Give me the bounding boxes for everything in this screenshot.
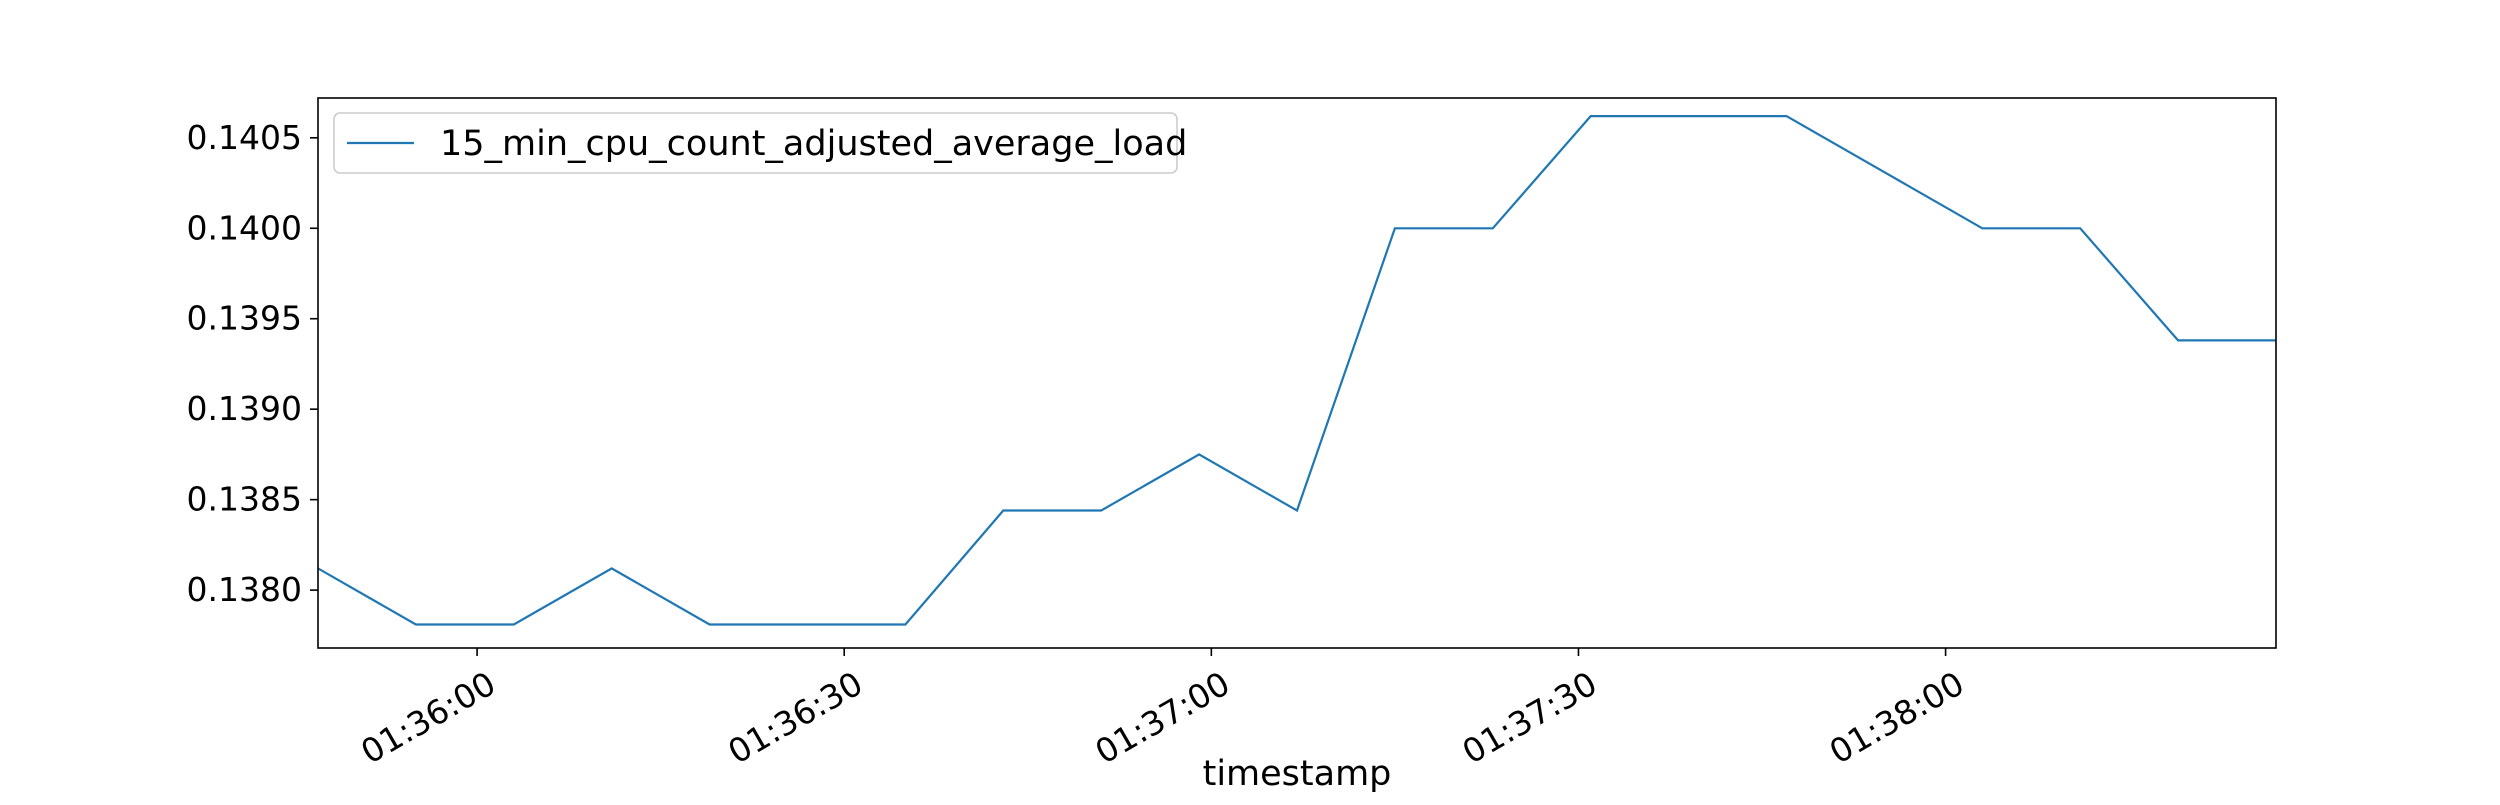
y-tick-label: 0.1400: [187, 208, 302, 247]
y-tick-label: 0.1385: [187, 480, 302, 519]
plot-frame: [317, 97, 2277, 649]
legend-box: [333, 112, 1178, 174]
series-line: [318, 114, 2276, 626]
y-tick-label: 0.1380: [187, 570, 302, 609]
series-layer: [318, 114, 2276, 626]
legend-label: 15_min_cpu_count_adjusted_average_load: [440, 124, 1187, 164]
y-axis: 0.1380 0.1385 0.1390 0.1395 0.1400 0.1405: [187, 118, 318, 609]
legend: 15_min_cpu_count_adjusted_average_load: [333, 112, 1187, 174]
y-tick-label: 0.1405: [187, 118, 302, 157]
y-tick-label: 0.1390: [187, 389, 302, 428]
x-axis-label: timestamp: [1203, 754, 1392, 794]
y-tick-label: 0.1395: [187, 299, 302, 338]
